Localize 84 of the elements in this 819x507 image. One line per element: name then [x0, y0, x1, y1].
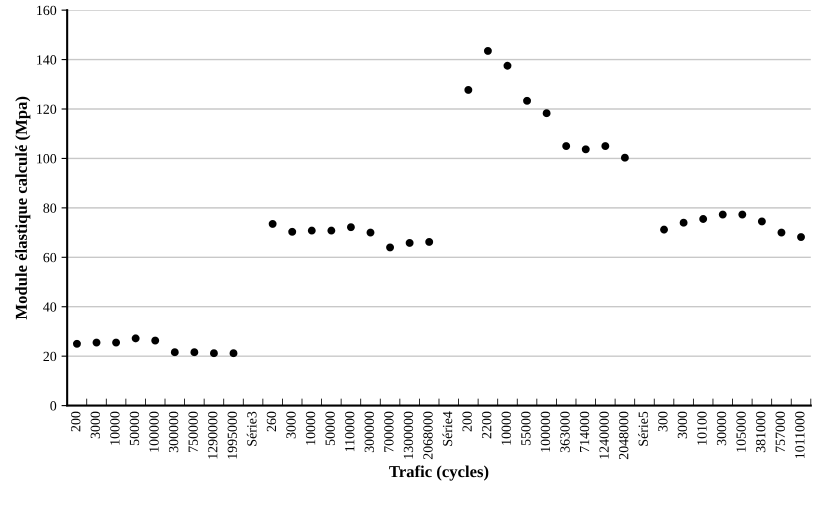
x-tick-label: 300000 — [168, 412, 178, 452]
point — [92, 338, 100, 347]
point — [562, 142, 570, 150]
y-tick-label: 20 — [43, 352, 56, 362]
y-axis-title: Module élastique calculé (Mpa) — [15, 96, 30, 320]
y-tick-label: 120 — [37, 104, 56, 114]
x-tick-label: 1011000 — [795, 412, 804, 458]
x-tick-label: 3000 — [678, 412, 688, 438]
point — [72, 340, 81, 348]
point — [601, 142, 610, 150]
point — [386, 243, 394, 252]
y-tick-label: 60 — [43, 252, 56, 262]
x-tick-label: 10000 — [306, 412, 316, 445]
x-tick-label: 3000 — [286, 412, 296, 438]
x-tick-label: 1290000 — [208, 412, 218, 459]
point — [230, 349, 238, 358]
point — [308, 226, 316, 235]
x-tick-label: 757000 — [776, 412, 785, 452]
x-tick-label: 363000 — [560, 412, 570, 452]
x-tick-label: 2068000 — [423, 412, 433, 460]
x-tick-label: 3000 — [90, 412, 100, 438]
point — [406, 239, 414, 247]
x-tick-label: 105000 — [736, 412, 746, 452]
x-tick-label: 1240000 — [599, 412, 609, 459]
y-tick-label: 100 — [37, 154, 56, 164]
x-tick-label: 1300000 — [404, 412, 414, 459]
point — [718, 210, 727, 218]
x-tick-label: 1995000 — [228, 412, 237, 459]
x-tick-label: 2200 — [482, 412, 492, 438]
point — [210, 349, 218, 358]
point — [778, 228, 786, 237]
x-tick-label: 10000 — [110, 412, 120, 445]
point — [738, 210, 746, 218]
point — [346, 223, 355, 232]
x-tick-label: 55000 — [521, 412, 531, 446]
point — [190, 348, 198, 356]
x-tick-label: 700000 — [384, 412, 394, 452]
x-tick-label: 714000 — [580, 412, 590, 452]
point — [699, 215, 708, 223]
x-axis-title: Trafic (cycles) — [389, 465, 488, 481]
y-tick-label: 160 — [37, 6, 56, 16]
y-tick-label: 40 — [43, 302, 56, 312]
x-tick-label: 200 — [462, 412, 472, 432]
point — [680, 218, 688, 227]
point — [542, 109, 551, 118]
x-tick-label: 10100 — [697, 412, 707, 445]
point — [523, 96, 531, 105]
x-tick-label: Série3 — [246, 412, 257, 446]
point — [797, 233, 805, 241]
point — [327, 226, 336, 235]
point — [660, 226, 668, 234]
x-tick-label: 2048000 — [619, 412, 628, 460]
y-tick-label: 0 — [50, 401, 56, 411]
x-tick-label: 260 — [266, 412, 276, 432]
point — [504, 62, 512, 70]
x-tick-label: 100000 — [149, 412, 159, 452]
x-tick-label: 100000 — [540, 412, 550, 452]
point — [132, 334, 140, 342]
x-tick-label: 200 — [71, 412, 80, 432]
point — [464, 86, 472, 94]
point — [366, 228, 374, 237]
x-tick-label: 10000 — [502, 412, 511, 445]
x-tick-label: 30000 — [716, 412, 726, 446]
point — [620, 154, 629, 162]
x-tick-label: 50000 — [130, 412, 140, 446]
y-tick-label: 80 — [43, 203, 56, 213]
x-tick-label: Série5 — [638, 412, 648, 446]
x-tick-label: Série4 — [442, 411, 452, 446]
x-tick-label: 381000 — [756, 412, 766, 452]
y-tick-label: 140 — [37, 55, 56, 65]
point — [758, 218, 766, 226]
point — [151, 336, 160, 345]
x-tick-label: 300000 — [364, 412, 374, 452]
x-tick-label: 750000 — [188, 412, 198, 452]
x-tick-label: 50000 — [325, 412, 335, 446]
x-tick-label: 300 — [658, 412, 668, 432]
x-tick-label: 110000 — [345, 412, 354, 452]
point — [170, 348, 179, 356]
point — [484, 46, 492, 55]
point — [268, 220, 277, 228]
point — [288, 228, 296, 236]
point — [582, 145, 590, 154]
point — [112, 338, 120, 347]
point — [425, 238, 434, 246]
